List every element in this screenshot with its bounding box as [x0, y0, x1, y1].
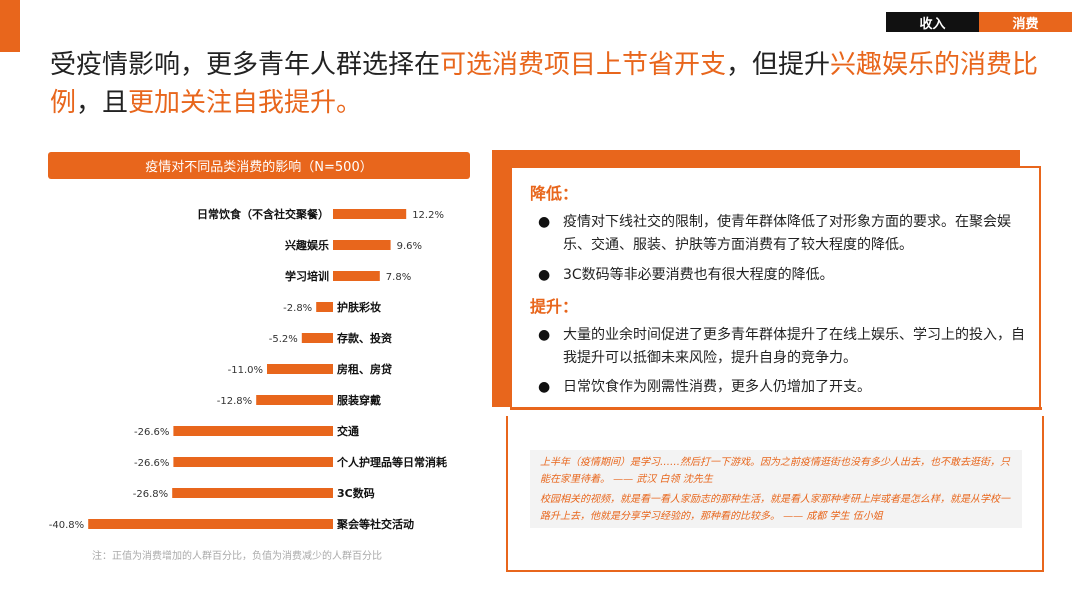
bar-8: [173, 457, 333, 467]
headline-highlight: 兴趣娱乐的消费比例: [50, 50, 1039, 118]
section-heading-increase: 提升：: [530, 297, 579, 316]
bar-2: [333, 271, 380, 281]
section-heading-decrease: 降低：: [530, 184, 579, 203]
category-label: 个人护理品等日常消耗: [336, 455, 447, 469]
headline-segment: ，且: [76, 88, 129, 118]
category-label: 学习培训: [285, 269, 329, 283]
bar-0: [333, 209, 407, 219]
panel-divider: [510, 407, 1042, 410]
bullet-dot: ●: [538, 267, 551, 283]
quote-box: 上半年（疫情期间）是学习……然后打一下游戏。因为之前疫情逛街也没有多少人出去，也…: [530, 450, 1022, 528]
findings-panel: [510, 166, 1041, 408]
chart-footnote: 注：正值为消费增加的人群百分比，负值为消费减少的人群百分比: [92, 551, 382, 562]
bullet-dot: ●: [538, 214, 551, 230]
category-label: 聚会等社交活动: [336, 517, 414, 531]
category-label: 存款、投资: [337, 331, 392, 345]
value-label: -12.8%: [217, 396, 252, 407]
corner-accent-mark: [0, 0, 20, 52]
bar-3: [316, 302, 333, 312]
category-label: 房租、房贷: [337, 362, 392, 376]
value-label: -2.8%: [283, 303, 312, 314]
headline-highlight: 更加关注自我提升。: [128, 88, 363, 118]
value-label: -26.6%: [134, 427, 169, 438]
quote-text: 上半年（疫情期间）是学习……然后打一下游戏。因为之前疫情逛街也没有多少人出去，也…: [540, 457, 1010, 485]
bar-9: [172, 488, 333, 498]
category-label: 交通: [337, 424, 359, 438]
category-label: 3C数码: [337, 486, 375, 500]
value-label: 9.6%: [397, 241, 422, 252]
bullet-text: 大量的业余时间促进了更多青年群体提升了在线上娱乐、学习上的投入，自我提升可以抵御…: [563, 327, 1025, 366]
bullet-text: 3C数码等非必要消费也有很大程度的降低。: [563, 267, 834, 283]
bar-5: [267, 364, 333, 374]
value-label: -26.8%: [133, 489, 168, 500]
bar-6: [256, 395, 333, 405]
value-label: -5.2%: [269, 334, 298, 345]
value-label: -40.8%: [49, 520, 84, 531]
headline-highlight: 可选消费项目上节省开支: [440, 50, 727, 80]
quote-frame: [506, 416, 1044, 572]
top-nav: 收入 消费: [886, 12, 1072, 32]
headline-segment: 受疫情影响，更多青年人群选择在: [50, 50, 441, 80]
bar-4: [301, 333, 333, 343]
tab-income[interactable]: 收入: [886, 12, 979, 32]
category-label: 服装穿戴: [337, 393, 381, 407]
category-label: 日常饮食（不含社交聚餐）: [197, 207, 329, 221]
tab-consumption[interactable]: 消费: [979, 12, 1072, 32]
chart-title: 疫情对不同品类消费的影响（N=500）: [145, 160, 373, 175]
bar-1: [333, 240, 391, 250]
bullet-dot: ●: [538, 379, 551, 395]
headline-segment: ，但提升: [726, 50, 831, 80]
value-label: 7.8%: [386, 272, 411, 283]
chart-title-banner: 疫情对不同品类消费的影响（N=500）: [48, 152, 470, 179]
value-label: -26.6%: [134, 458, 169, 469]
bullet-dot: ●: [538, 327, 551, 343]
quote-text: 校园相关的视频，就是看一看人家励志的那种生活，就是看人家那种考研上岸或者是怎么样…: [540, 494, 1010, 522]
category-label: 兴趣娱乐: [285, 238, 329, 252]
value-label: -11.0%: [228, 365, 263, 376]
bullet-text: 日常饮食作为刚需性消费，更多人仍增加了开支。: [563, 379, 871, 395]
bar-10: [88, 519, 333, 529]
bar-chart: 日常饮食（不含社交聚餐） 12.2% 兴趣娱乐 9.6% 学习培训 7.8% 护肤彩妆 -2.…: [49, 207, 447, 531]
value-label: 12.2%: [412, 210, 444, 221]
bar-7: [173, 426, 333, 436]
page-headline: 受疫情影响，更多青年人群选择在可选消费项目上节省开支，但提升兴趣娱乐的消费比例，…: [50, 46, 1040, 122]
category-label: 护肤彩妆: [337, 300, 381, 314]
bullet-text: 疫情对下线社交的限制，使青年群体降低了对形象方面的要求。在聚会娱乐、交通、服装、…: [563, 214, 1011, 253]
